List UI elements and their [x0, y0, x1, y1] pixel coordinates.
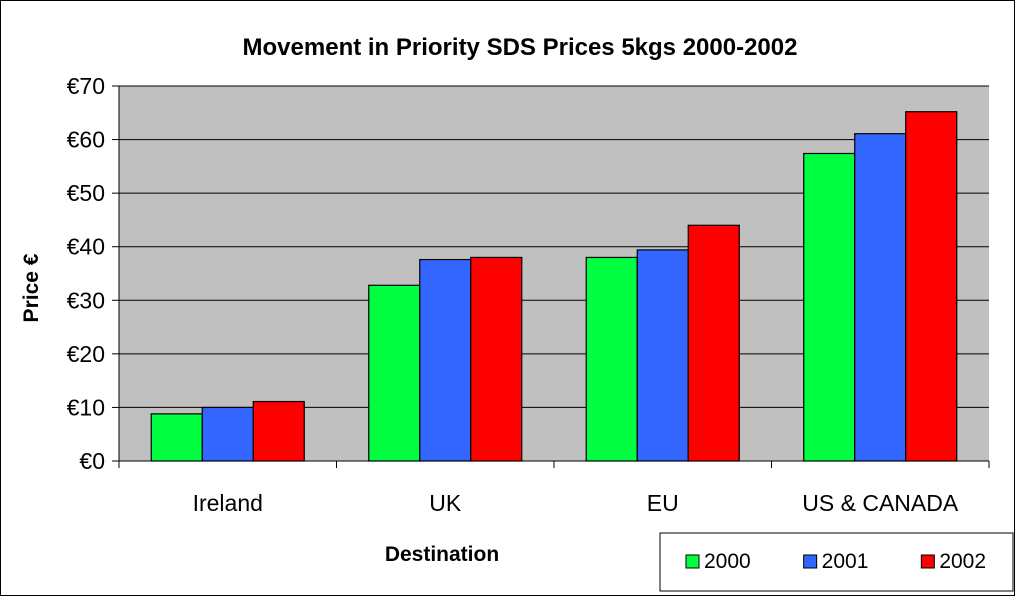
bar-2002-us-canada: [906, 112, 957, 461]
x-category-label: Ireland: [193, 490, 263, 516]
y-tick-label: €20: [67, 341, 105, 367]
y-axis-title: Price €: [20, 253, 43, 322]
y-tick-label: €60: [67, 127, 105, 153]
bar-2000-uk: [369, 285, 420, 461]
bar-2001-uk: [420, 260, 471, 461]
x-category-label: EU: [647, 490, 679, 516]
legend-label-2001: 2001: [822, 550, 869, 573]
x-axis-title: Destination: [385, 543, 499, 566]
bar-2002-eu: [688, 225, 739, 461]
x-category-label: UK: [429, 490, 462, 516]
legend: 2000 2001 2002: [660, 533, 1013, 591]
legend-label-2000: 2000: [704, 550, 751, 573]
y-tick-label: €0: [79, 448, 105, 474]
y-tick-label: €40: [67, 234, 105, 260]
bar-2001-eu: [637, 250, 688, 461]
bar-2002-ireland: [253, 402, 304, 461]
bar-2001-us-canada: [855, 134, 906, 461]
bar-2000-us-canada: [804, 154, 855, 462]
y-tick-label: €70: [67, 73, 105, 99]
x-category-label: US & CANADA: [802, 490, 959, 516]
legend-swatch-2002: [921, 555, 934, 568]
legend-swatch-2001: [804, 555, 817, 568]
legend-swatch-2000: [686, 555, 699, 568]
y-tick-label: €50: [67, 180, 105, 206]
y-tick-label: €10: [67, 394, 105, 420]
bar-2002-uk: [471, 257, 522, 461]
chart-title: Movement in Priority SDS Prices 5kgs 200…: [243, 34, 798, 61]
y-tick-label: €30: [67, 287, 105, 313]
bar-2000-ireland: [151, 414, 202, 461]
bar-2001-ireland: [202, 407, 253, 461]
legend-label-2002: 2002: [939, 550, 986, 573]
bar-2000-eu: [586, 257, 637, 461]
